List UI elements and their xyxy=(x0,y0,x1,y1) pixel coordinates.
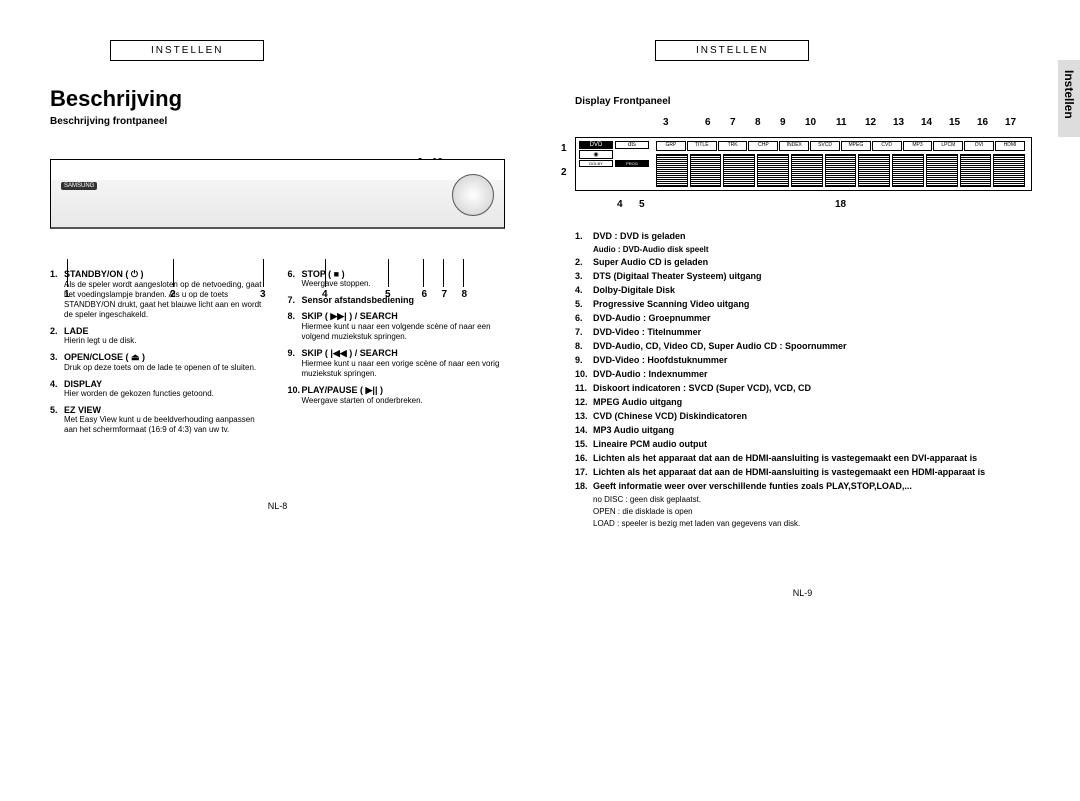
display-list-item: 11.Diskoort indicatoren : SVCD (Super VC… xyxy=(575,383,1030,393)
display-list-item: 12.MPEG Audio uitgang xyxy=(575,397,1030,407)
front-panel-diagram: SAMSUNG xyxy=(50,159,505,229)
jog-dial xyxy=(452,174,494,216)
front-list-item: 4.DISPLAYHier worden de gekozen functies… xyxy=(50,379,268,399)
segment-display xyxy=(656,154,1025,187)
display-list: 1.DVD : DVD is geladenAudio : DVD-Audio … xyxy=(575,231,1030,528)
display-list-item: 7.DVD-Video : Titelnummer xyxy=(575,327,1030,337)
front-list-item: 1.STANDBY/ON ( ⏻ )Als de speler wordt aa… xyxy=(50,269,268,320)
display-list-item: 16.Lichten als het apparaat dat aan de H… xyxy=(575,453,1030,463)
display-list-item: 4.Dolby-Digitale Disk xyxy=(575,285,1030,295)
page-number-left: NL-8 xyxy=(50,501,505,511)
side-tab: Instellen xyxy=(1058,60,1080,137)
display-list-item: 2.Super Audio CD is geladen xyxy=(575,257,1030,267)
display-list-item: 10.DVD-Audio : Indexnummer xyxy=(575,369,1030,379)
display-list-item: 5.Progressive Scanning Video uitgang xyxy=(575,299,1030,309)
front-list-item: 10.PLAY/PAUSE ( ▶|| )Weergave starten of… xyxy=(288,385,506,406)
front-list-col2: 6.STOP ( ■ )Weergave stoppen. 7.Sensor af… xyxy=(288,269,506,406)
page-left: INSTELLEN Beschrijving Beschrijving fron… xyxy=(50,40,505,598)
front-list-item: 2.LADEHierin legt u de disk. xyxy=(50,326,268,346)
front-list-item: 9.SKIP ( |◀◀ ) / SEARCHHiermee kunt u na… xyxy=(288,348,506,379)
page-title: Beschrijving xyxy=(50,86,505,112)
display-list-item: 17.Lichten als het apparaat dat aan de H… xyxy=(575,467,1030,477)
header-label-left: INSTELLEN xyxy=(110,40,264,61)
front-list-item: 3.OPEN/CLOSE ( ⏏ )Druk op deze toets om … xyxy=(50,352,268,373)
front-list-item: 5.EZ VIEWMet Easy View kunt u de beeldve… xyxy=(50,405,268,435)
front-list-item: 7.Sensor afstandsbediening xyxy=(288,295,506,305)
display-list-item: 9.DVD-Video : Hoofdstuknummer xyxy=(575,355,1030,365)
display-list-item: 1.DVD : DVD is geladen xyxy=(575,231,1030,241)
front-list-item: 6.STOP ( ■ )Weergave stoppen. xyxy=(288,269,506,289)
display-list-item: 3.DTS (Digitaal Theater Systeem) uitgang xyxy=(575,271,1030,281)
front-subhead: Beschrijving frontpaneel xyxy=(50,116,505,127)
page-right: INSTELLEN Instellen Display Frontpaneel … xyxy=(575,40,1030,598)
page-number-right: NL-9 xyxy=(575,588,1030,598)
display-list-item: 8.DVD-Audio, CD, Video CD, Super Audio C… xyxy=(575,341,1030,351)
display-diagram-wrap: 3 6 7 8 9 10 11 12 13 14 15 16 17 1 2 4 … xyxy=(575,137,1030,191)
front-diagram-wrap: 9 10 SAMSUNG 1 2 3 4 5 6 7 8 xyxy=(50,159,505,229)
display-list-item: 13.CVD (Chinese VCD) Diskindicatoren xyxy=(575,411,1030,421)
brand-badge: SAMSUNG xyxy=(61,182,97,190)
display-list-item: 18.Geeft informatie weer over verschille… xyxy=(575,481,1030,491)
display-badges: GRPTITLETRKCHPINDEXSVCDMPEGCVDMP3LPCMDVI… xyxy=(656,141,1025,151)
display-subhead: Display Frontpaneel xyxy=(575,96,1030,107)
display-left-logos: DVD dts ◉ DOLBY PROG xyxy=(579,141,649,187)
front-list-item: 8.SKIP ( ▶▶| ) / SEARCHHiermee kunt u na… xyxy=(288,311,506,342)
display-list-item: 15.Lineaire PCM audio output xyxy=(575,439,1030,449)
display-list-item: 14.MP3 Audio uitgang xyxy=(575,425,1030,435)
front-list-col1: 1.STANDBY/ON ( ⏻ )Als de speler wordt aa… xyxy=(50,269,268,435)
display-panel-diagram: DVD dts ◉ DOLBY PROG GRPTITLETRKCHPINDEX… xyxy=(575,137,1032,191)
display-list-item: 6.DVD-Audio : Groepnummer xyxy=(575,313,1030,323)
header-label-right: INSTELLEN xyxy=(655,40,809,61)
